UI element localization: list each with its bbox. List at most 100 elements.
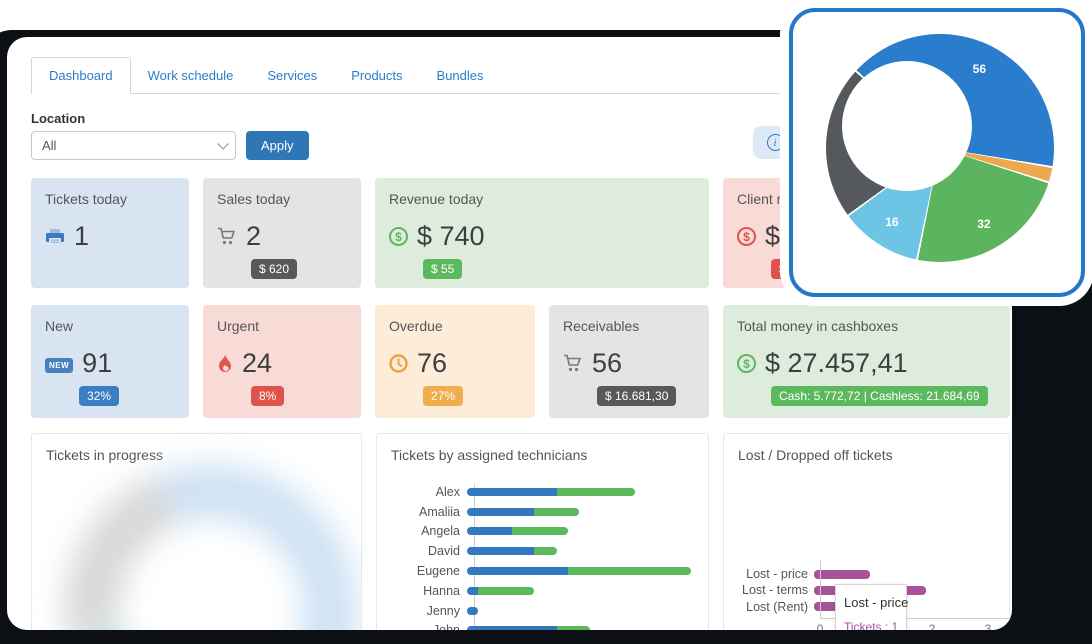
x-tick-label: 2 xyxy=(928,622,936,630)
bar-segment-green xyxy=(567,567,691,576)
donut-segment-label: 32 xyxy=(977,217,991,232)
new-badge-icon: NEW xyxy=(45,355,74,373)
stat-cards-row-2: New NEW 91 32% Urgent 24 8% Overdue 76 27% Receiva… xyxy=(31,305,1010,418)
donut-overlay-card: 56 32 16 30 xyxy=(789,8,1085,297)
stat-card-title: Overdue xyxy=(389,318,443,334)
tech-bar-row: Hanna xyxy=(391,581,700,601)
tab-dashboard[interactable]: Dashboard xyxy=(31,57,131,94)
bar-segment-blue xyxy=(467,507,535,516)
category-label: Alex xyxy=(435,484,460,499)
location-select[interactable]: All xyxy=(31,131,236,160)
category-label: Amaliia xyxy=(419,504,460,519)
bar-segment-blue xyxy=(467,547,535,556)
chart-title: Tickets in progress xyxy=(46,447,163,463)
stat-card-total-money-in-cashboxes: Total money in cashboxes $ $ 27.457,41 Cash… xyxy=(723,305,1010,418)
category-label: Hanna xyxy=(423,583,460,598)
category-label: Jenny xyxy=(426,603,460,618)
apply-button[interactable]: Apply xyxy=(246,131,309,160)
tech-bar-row: Eugene xyxy=(391,561,700,581)
donut-hole xyxy=(842,61,972,191)
bar-segment-blue xyxy=(467,586,479,595)
stat-card-title: Total money in cashboxes xyxy=(737,318,899,334)
stat-card-badge: $ 16.681,30 xyxy=(597,386,677,406)
bar xyxy=(814,569,870,579)
chart-cards-row: Tickets in progress Tickets by assigned … xyxy=(31,433,1010,630)
bar-segment-blue xyxy=(467,626,557,630)
stat-card-sales-today: Sales today 2 $ 620 xyxy=(203,178,361,288)
stat-card-value: 2 xyxy=(246,221,262,251)
stat-card-title: New xyxy=(45,318,74,334)
cart-icon xyxy=(217,227,237,246)
bar-segment-green xyxy=(556,487,635,496)
tech-bar-row: David xyxy=(391,541,700,561)
flame-icon xyxy=(217,353,233,374)
clock-icon xyxy=(389,354,408,373)
tickets-in-progress-card: Tickets in progress xyxy=(31,433,362,630)
tech-bar-row: Angela xyxy=(391,522,700,542)
tooltip-title: Lost - price xyxy=(844,595,909,610)
y-axis-line xyxy=(474,484,475,630)
x-tick-label: 3 xyxy=(984,622,992,630)
stat-card-badge: 32% xyxy=(79,386,120,406)
donut-segment-label: 16 xyxy=(885,214,899,229)
stat-card-value: 76 xyxy=(417,348,448,378)
stat-card-title: Revenue today xyxy=(389,191,484,207)
stat-card-overdue: Overdue 76 27% xyxy=(375,305,535,418)
stat-card-value: 56 xyxy=(592,348,623,378)
lost-bar-row: Lost - price xyxy=(724,566,1009,582)
bar-segment-blue xyxy=(467,606,479,615)
stat-card-badge: $ 55 xyxy=(423,259,463,279)
stat-card-title: Sales today xyxy=(217,191,291,207)
ticket-printer-icon xyxy=(45,228,65,246)
stat-card-badge: Cash: 5.772,72 | Cashless: 21.684,69 xyxy=(771,386,988,406)
bar-segment-green xyxy=(556,626,591,630)
stat-card-value: 1 xyxy=(74,221,90,251)
blurred-donut-chart xyxy=(64,464,358,630)
bar-segment-blue xyxy=(467,487,557,496)
tech-bar-row: Alex xyxy=(391,482,700,502)
chart-tooltip: Lost - price Tickets : 1 xyxy=(835,584,909,630)
chart-title: Tickets by assigned technicians xyxy=(391,447,588,463)
category-label: Lost - terms xyxy=(742,583,808,598)
stat-card-receivables: Receivables 56 $ 16.681,30 xyxy=(549,305,709,418)
category-label: Lost - price xyxy=(746,567,808,582)
tooltip-value: Tickets : 1 xyxy=(844,620,899,630)
stat-card-title: Tickets today xyxy=(45,191,127,207)
bar-segment-green xyxy=(534,547,557,556)
chevron-down-icon xyxy=(217,137,229,150)
category-label: John xyxy=(391,623,467,630)
stat-card-revenue-today: Revenue today $ $ 740 $ 55 xyxy=(375,178,709,288)
stat-card-new: New NEW 91 32% xyxy=(31,305,189,418)
bar-segment-green xyxy=(511,527,568,536)
tech-bar-row: John xyxy=(391,621,700,630)
stat-card-value: 91 xyxy=(82,348,113,378)
tab-products[interactable]: Products xyxy=(351,68,403,83)
dollar-circle-icon: $ xyxy=(737,227,756,246)
category-label: David xyxy=(428,544,460,559)
technicians-chart-card: Tickets by assigned technicians Alex Amal… xyxy=(376,433,709,630)
category-label: Eugene xyxy=(416,564,460,579)
category-label: Lost (Rent) xyxy=(746,599,808,614)
tab-bundles[interactable]: Bundles xyxy=(436,68,484,83)
bar-segment-green xyxy=(534,507,579,516)
bar-segment-blue xyxy=(467,527,512,536)
location-label: Location xyxy=(31,111,86,126)
bar-segment-blue xyxy=(467,567,568,576)
stat-card-title: Receivables xyxy=(563,318,640,334)
tab-work-schedule[interactable]: Work schedule xyxy=(147,68,234,83)
stat-card-badge: 8% xyxy=(251,386,285,406)
y-axis-line xyxy=(820,560,821,618)
lost-tickets-chart-card: Lost / Dropped off tickets Lost - price L… xyxy=(723,433,1010,630)
stat-card-value: $ 27.457,41 xyxy=(765,348,908,378)
tab-services[interactable]: Services xyxy=(267,68,318,83)
stat-card-title: Urgent xyxy=(217,318,260,334)
chart-title: Lost / Dropped off tickets xyxy=(738,447,893,463)
cart-icon xyxy=(563,354,583,373)
lost-bar-chart: Lost - price Lost - terms Lost (Rent) Lost… xyxy=(724,560,1009,630)
stat-card-badge: 27% xyxy=(423,386,464,406)
stat-card-badge: $ 620 xyxy=(251,259,298,279)
info-circle-icon: i xyxy=(766,134,784,151)
category-label: Angela xyxy=(421,524,460,539)
dollar-circle-icon: $ xyxy=(389,227,408,246)
